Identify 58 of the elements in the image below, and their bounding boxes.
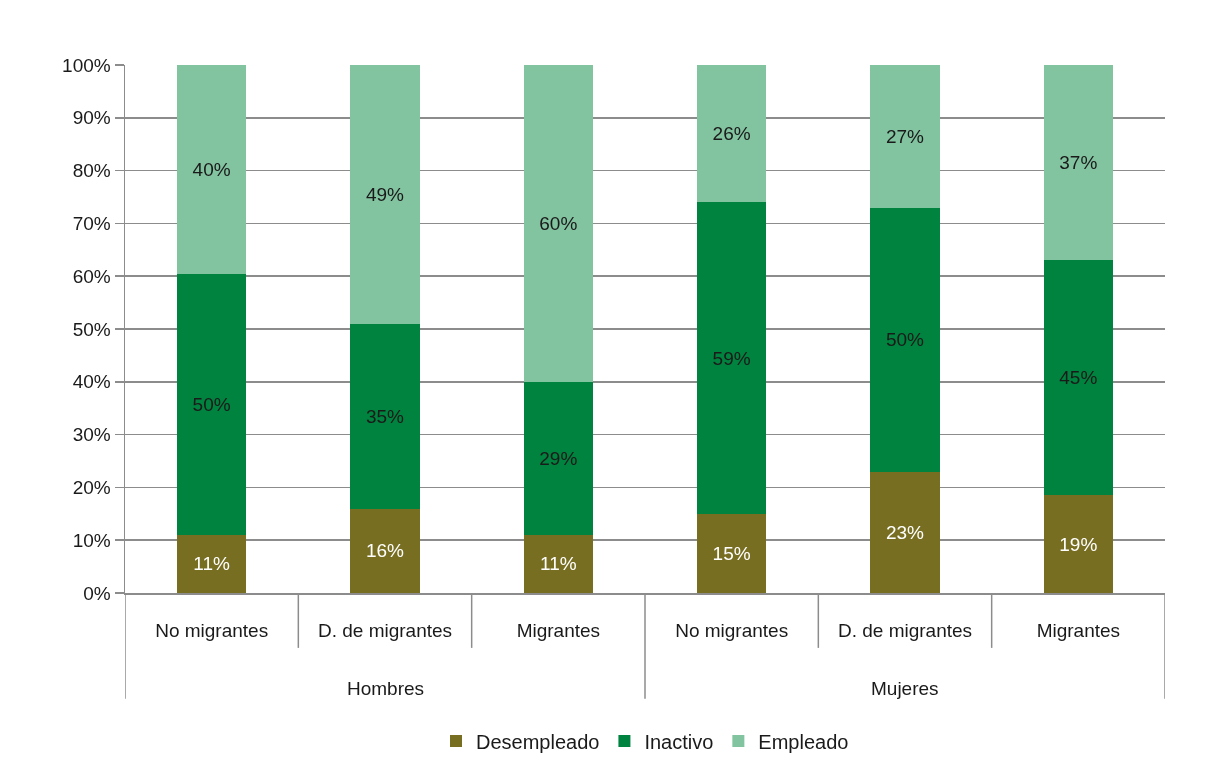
data-label: 11% (193, 553, 231, 575)
y-tick-label: 70% (72, 213, 111, 235)
bar (350, 65, 420, 324)
bar (523, 534, 593, 593)
bar (177, 65, 247, 274)
y-tick-label: 100% (62, 54, 111, 76)
data-label: 23% (885, 521, 925, 543)
bar (697, 65, 767, 203)
legend-label: Empleado (758, 730, 849, 753)
data-label: 19% (1059, 533, 1098, 555)
bar (1043, 65, 1113, 261)
y-tick-label: 30% (72, 424, 111, 446)
data-label: 35% (365, 405, 405, 427)
bar (697, 202, 767, 514)
data-label: 15% (712, 542, 751, 564)
x-tick-label: D. de migrantes (317, 620, 453, 642)
data-label: 59% (712, 347, 751, 369)
data-label: 50% (192, 393, 231, 415)
bar (870, 471, 940, 593)
legend-label: Inactivo (644, 730, 714, 753)
x-tick-label: Migrantes (516, 620, 601, 642)
x-tick-label: No migrantes (675, 620, 789, 642)
bar (350, 508, 420, 593)
y-tick-label: 40% (72, 371, 111, 393)
data-label: 60% (539, 212, 578, 234)
bar (350, 323, 420, 509)
y-tick-label: 20% (72, 477, 111, 499)
data-label: 29% (539, 447, 578, 469)
y-tick-label: 10% (72, 529, 111, 551)
data-label: 50% (885, 329, 925, 351)
text: Hombres (347, 678, 425, 699)
y-tick-label: 0% (83, 582, 111, 604)
bar (697, 513, 767, 593)
x-tick-label: D. de migrantes (837, 620, 973, 642)
y-tick-label: 50% (72, 318, 111, 340)
text: Mujeres (871, 678, 939, 699)
bar (523, 65, 593, 382)
bar (177, 534, 247, 593)
x-tick-label: No migrantes (155, 620, 269, 642)
data-label: 45% (1059, 367, 1098, 389)
bar (523, 381, 593, 535)
bar (870, 65, 940, 208)
data-label: 37% (1059, 152, 1098, 174)
bar (870, 207, 940, 472)
data-label: 40% (192, 158, 231, 180)
data-label: 11% (539, 553, 577, 575)
data-label: 16% (365, 540, 405, 562)
legend-label: Desempleado (476, 730, 600, 753)
data-label: 27% (885, 125, 925, 147)
y-tick-label: 60% (72, 265, 111, 287)
y-tick-label: 80% (72, 160, 111, 182)
bar (1043, 260, 1113, 496)
bar (1043, 495, 1113, 593)
x-tick-label: Migrantes (1036, 620, 1121, 642)
bar (177, 273, 247, 535)
y-tick-label: 90% (72, 107, 111, 129)
data-label: 49% (365, 183, 405, 205)
data-label: 26% (712, 123, 751, 145)
